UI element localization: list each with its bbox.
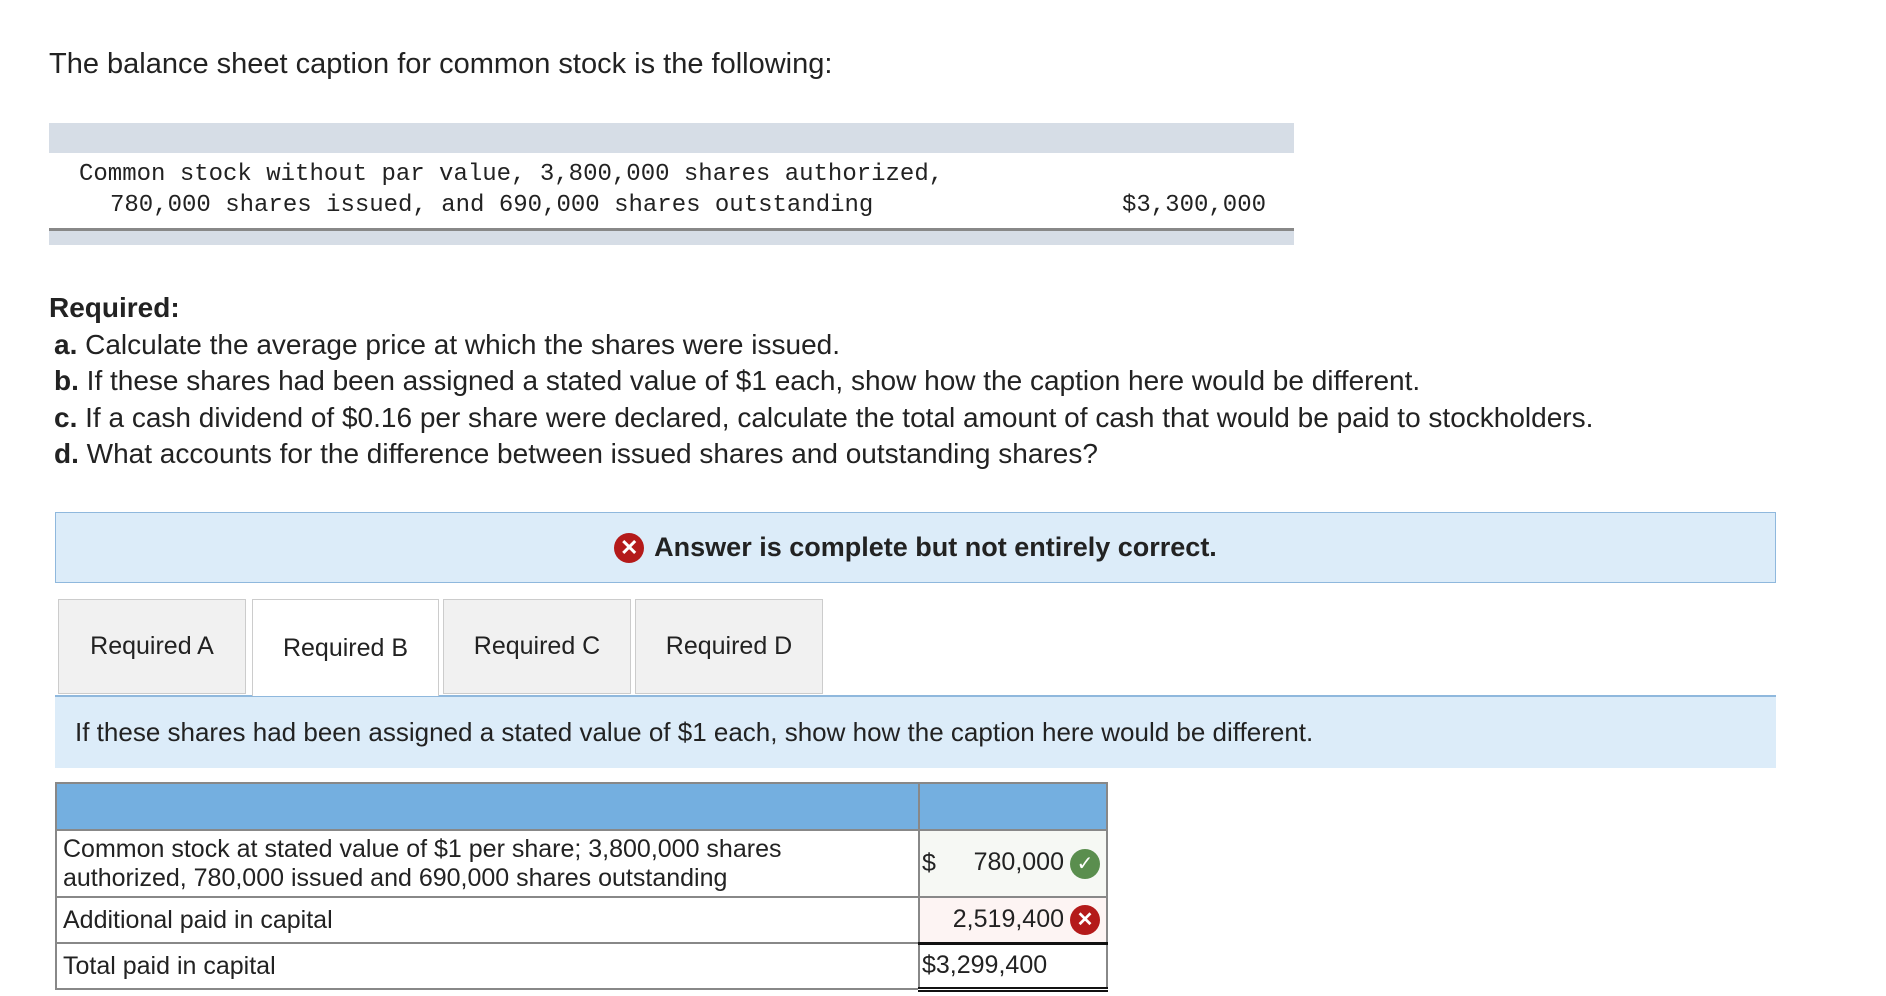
x-circle-icon: ✕ [614, 532, 645, 563]
caption-table: Common stock without par value, 3,800,00… [49, 123, 1294, 245]
caption-footer-band [49, 228, 1294, 245]
table-row: Additional paid in capital 2,519,400 ✕ [55, 896, 1108, 945]
table-row: Total paid in capital $3,299,400 [55, 942, 1108, 992]
caption-line-2: 780,000 shares issued, and 690,000 share… [110, 192, 874, 219]
tab-required-c[interactable]: Required C [443, 599, 631, 694]
instruction-text: If these shares had been assigned a stat… [55, 695, 1776, 768]
total-paid-in-capital: $3,299,400 [918, 942, 1108, 992]
answer-table-header [55, 782, 1108, 831]
table-row: Common stock at stated value of $1 per s… [55, 829, 1108, 898]
tab-required-d[interactable]: Required D [635, 599, 823, 694]
question-title: The balance sheet caption for common sto… [49, 48, 833, 80]
required-item-b: b. If these shares had been assigned a s… [54, 365, 1421, 396]
result-banner: ✕ Answer is complete but not entirely co… [55, 512, 1776, 583]
common-stock-input[interactable]: $780,000 ✓ [918, 829, 1108, 898]
check-circle-icon: ✓ [1070, 848, 1100, 879]
apic-input[interactable]: 2,519,400 ✕ [918, 896, 1108, 945]
result-text: Answer is complete but not entirely corr… [654, 532, 1217, 562]
x-circle-icon: ✕ [1070, 904, 1100, 935]
caption-header-band [49, 123, 1294, 153]
caption-line-1: Common stock without par value, 3,800,00… [79, 161, 944, 188]
required-heading: Required: [49, 292, 180, 323]
caption-amount: $3,300,000 [1121, 192, 1266, 219]
tab-required-a[interactable]: Required A [58, 599, 246, 694]
answer-table: Common stock at stated value of $1 per s… [55, 782, 1108, 992]
required-item-a: a. Calculate the average price at which … [54, 328, 840, 360]
required-item-d: d. What accounts for the difference betw… [54, 438, 1098, 469]
required-item-c: c. If a cash dividend of $0.16 per share… [54, 401, 1594, 433]
required-section: Required: a. Calculate the average price… [49, 290, 1593, 473]
tab-required-b[interactable]: Required B [252, 599, 439, 696]
